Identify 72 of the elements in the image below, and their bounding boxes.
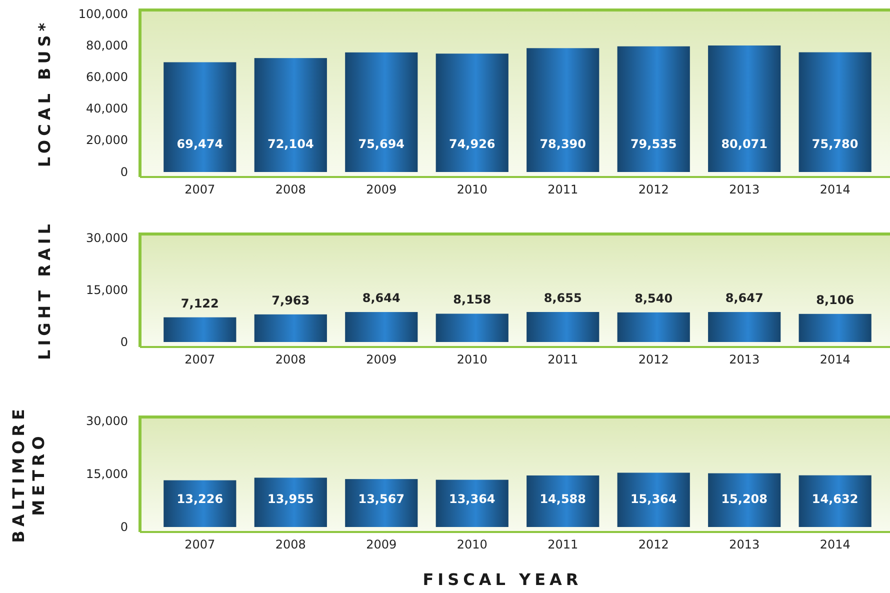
x-tick-label: 2012 <box>638 538 669 552</box>
x-tick-label: 2013 <box>729 538 760 552</box>
data-label: 74,926 <box>448 137 496 151</box>
x-tick-label: 2012 <box>638 352 669 367</box>
data-label: 13,364 <box>448 492 496 506</box>
data-label: 14,588 <box>540 492 586 506</box>
data-label: 8,644 <box>362 291 400 306</box>
bar <box>164 480 236 527</box>
bar <box>436 480 508 527</box>
x-tick-label: 2010 <box>456 182 488 197</box>
data-label: 8,540 <box>634 291 673 306</box>
x-tick-label: 2013 <box>729 182 760 197</box>
y-tick-label: 80,000 <box>86 38 128 52</box>
data-label: 8,655 <box>544 290 582 305</box>
x-tick-label: 2013 <box>729 352 760 367</box>
x-tick-label: 2009 <box>366 538 397 552</box>
y-tick-label: 0 <box>120 164 128 179</box>
y-tick-label: 15,000 <box>86 282 128 297</box>
data-label: 75,694 <box>358 137 405 151</box>
y-tick-label: 0 <box>120 520 128 534</box>
x-tick-label: 2007 <box>184 538 216 552</box>
y-tick-label: 100,000 <box>78 6 128 21</box>
x-tick-label: 2014 <box>820 182 850 197</box>
data-label: 7,963 <box>272 293 310 308</box>
y-tick-label: 60,000 <box>86 70 128 84</box>
x-tick-label: 2008 <box>275 182 306 197</box>
bar <box>798 475 872 527</box>
data-label: 15,364 <box>630 492 677 506</box>
data-label: 78,390 <box>540 137 586 151</box>
data-label: 79,535 <box>630 137 677 151</box>
x-tick-label: 2009 <box>366 182 397 197</box>
x-tick-label: 2011 <box>548 182 578 197</box>
bar <box>254 478 327 527</box>
data-label: 14,632 <box>812 492 858 506</box>
x-tick-label: 2008 <box>275 538 306 552</box>
y-tick-label: 30,000 <box>86 414 128 428</box>
bar <box>345 479 418 527</box>
x-tick-label: 2014 <box>820 538 850 552</box>
data-label: 8,647 <box>725 291 764 306</box>
y-axis-title: LIGHT RAIL <box>35 220 54 360</box>
data-label: 72,104 <box>267 137 314 151</box>
x-tick-label: 2010 <box>456 352 488 367</box>
bar <box>708 473 781 527</box>
x-axis-title: FISCAL YEAR <box>422 570 582 589</box>
y-tick-label: 15,000 <box>86 466 128 481</box>
data-label: 8,158 <box>453 292 492 307</box>
bar <box>526 475 600 527</box>
bar <box>617 472 690 527</box>
data-label: 75,780 <box>812 137 858 151</box>
y-axis-title: LOCAL BUS* <box>35 18 54 168</box>
y-axis-title: BALTIMORE METRO <box>9 405 48 543</box>
x-tick-label: 2012 <box>638 182 669 197</box>
x-tick-label: 2011 <box>548 352 578 367</box>
data-label: 13,226 <box>176 492 224 506</box>
data-label: 8,106 <box>816 292 854 307</box>
x-tick-label: 2009 <box>366 352 397 367</box>
x-tick-label: 2010 <box>456 538 488 552</box>
y-tick-label: 0 <box>120 334 128 349</box>
y-tick-label: 30,000 <box>86 230 128 245</box>
y-tick-label: 40,000 <box>86 102 128 116</box>
data-label: 13,567 <box>358 492 405 506</box>
x-tick-label: 2007 <box>184 352 216 367</box>
data-label: 15,208 <box>721 492 768 506</box>
data-label: 80,071 <box>721 137 768 151</box>
x-tick-label: 2014 <box>820 352 850 367</box>
x-tick-label: 2011 <box>548 538 578 552</box>
data-label: 69,474 <box>176 137 224 151</box>
x-tick-label: 2008 <box>275 352 306 367</box>
data-label: 13,955 <box>267 492 314 506</box>
data-label: 7,122 <box>180 296 219 310</box>
x-tick-label: 2007 <box>184 182 216 197</box>
y-tick-label: 20,000 <box>86 133 128 148</box>
